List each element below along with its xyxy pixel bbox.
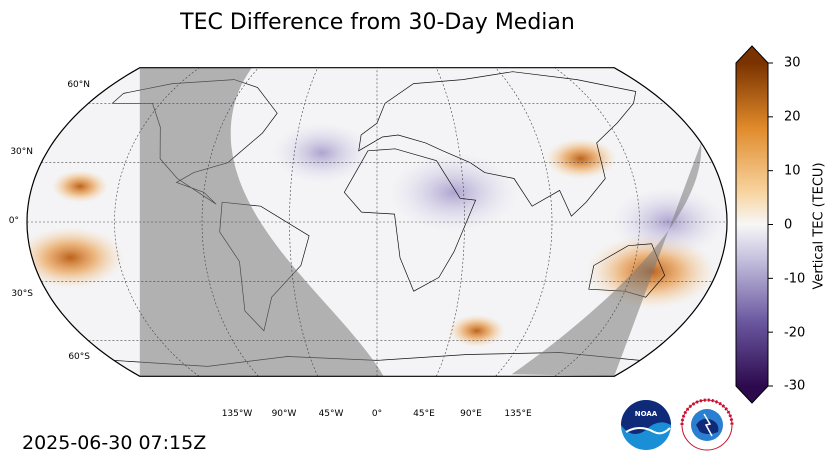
meridian-line	[554, 67, 640, 377]
agency-logos: NOAA	[621, 398, 734, 451]
globe-outline	[26, 67, 728, 377]
meridian-line	[114, 67, 200, 377]
night-shading	[139, 67, 702, 377]
coastline-africa	[343, 148, 477, 292]
lon-label: 0°	[371, 409, 383, 419]
timestamp: 2025-06-30 07:15Z	[22, 432, 207, 454]
nws-logo	[680, 398, 734, 451]
lon-label: 90°W	[271, 409, 297, 419]
meridian-line	[201, 67, 259, 377]
positive-anomaly	[27, 226, 125, 289]
lat-label: 60°S	[68, 352, 90, 362]
colorbar-tickmarks	[768, 62, 773, 387]
svg-text:NOAA: NOAA	[635, 410, 658, 418]
noaa-logo: NOAA	[621, 400, 671, 450]
negative-anomaly	[388, 152, 519, 233]
coastline-eurasia	[358, 71, 637, 217]
lon-label: 45°E	[413, 409, 435, 419]
colorbar-label: Vertical TEC (TECU)	[811, 162, 827, 290]
cbar-tick-label: -10	[784, 271, 806, 287]
graticule	[27, 67, 727, 377]
positive-anomaly	[448, 314, 506, 348]
colorbar-top-arrow	[736, 46, 768, 63]
lon-label: 135°W	[221, 409, 253, 419]
cbar-tick-label: 30	[784, 55, 801, 71]
positive-anomaly	[51, 170, 109, 203]
coastline-australia	[588, 243, 666, 298]
lat-label: 30°N	[10, 147, 33, 157]
lat-label: 0°	[8, 216, 19, 226]
meridian-line	[495, 67, 553, 377]
negative-anomaly	[272, 122, 372, 184]
lon-label: 90°E	[460, 409, 482, 419]
colorbar-bottom-arrow	[736, 386, 768, 403]
cbar-tick-label: 0	[784, 217, 793, 233]
cbar-tick-label: 20	[784, 109, 801, 125]
cbar-tick-label: 10	[784, 163, 801, 179]
positive-anomaly	[545, 138, 617, 180]
cbar-tick-label: -20	[784, 325, 806, 341]
map-title: TEC Difference from 30-Day Median	[180, 10, 575, 35]
lon-label: 135°E	[504, 409, 532, 419]
cbar-tick-label: -30	[784, 378, 806, 394]
anomaly-layer	[27, 122, 726, 348]
lon-label: 45°W	[318, 409, 344, 419]
lat-label: 60°N	[67, 80, 90, 90]
colorbar	[736, 63, 768, 386]
meridian-line	[289, 67, 318, 377]
lat-label: 30°S	[11, 289, 33, 299]
